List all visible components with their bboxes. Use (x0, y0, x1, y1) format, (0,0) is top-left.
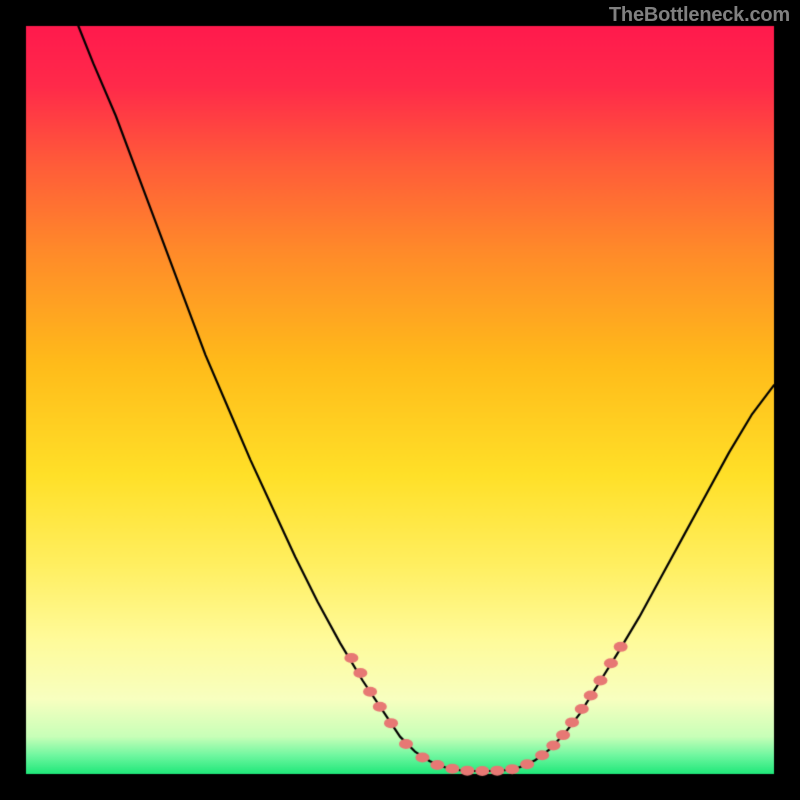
bottleneck-curve-chart (0, 0, 800, 800)
watermark-label: TheBottleneck.com (609, 4, 790, 27)
chart-container: TheBottleneck.com (0, 0, 800, 800)
